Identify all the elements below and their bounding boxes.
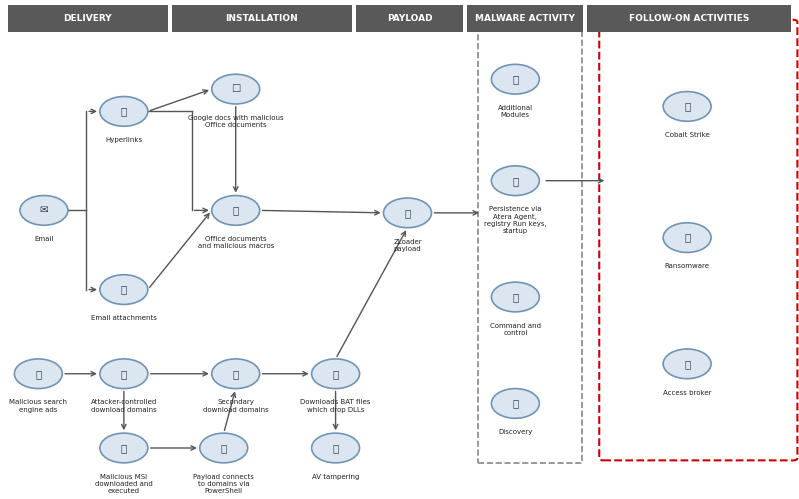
Text: Discovery: Discovery (498, 429, 533, 435)
Text: 🐛: 🐛 (404, 208, 411, 218)
Text: 📦: 📦 (332, 443, 339, 453)
Text: 📎: 📎 (121, 284, 127, 294)
Text: ☐: ☐ (231, 84, 240, 94)
Text: MALWARE ACTIVITY: MALWARE ACTIVITY (475, 14, 575, 23)
Text: Ransomware: Ransomware (665, 263, 710, 269)
Circle shape (312, 433, 360, 463)
Text: 🐛: 🐛 (221, 443, 227, 453)
Circle shape (212, 196, 260, 225)
Text: ZLoader
payload: ZLoader payload (393, 239, 422, 252)
Text: Attacker-controlled
download domains: Attacker-controlled download domains (91, 400, 157, 413)
Text: 🔐: 🔐 (684, 233, 690, 243)
Text: ✉: ✉ (40, 206, 48, 216)
Text: 🔗: 🔗 (121, 106, 127, 116)
Text: 👥: 👥 (684, 359, 690, 369)
Text: 🌐: 🌐 (233, 369, 239, 379)
Circle shape (100, 96, 148, 126)
Text: Cobalt Strike: Cobalt Strike (665, 132, 710, 138)
Text: Hyperlinks: Hyperlinks (105, 137, 142, 143)
Text: Malicious search
engine ads: Malicious search engine ads (10, 400, 67, 413)
Text: 🌐: 🌐 (121, 369, 127, 379)
Bar (587, 5, 791, 32)
Circle shape (491, 389, 539, 418)
Text: 📡: 📡 (684, 101, 690, 111)
Circle shape (20, 196, 68, 225)
Circle shape (663, 223, 711, 252)
Text: 📦: 📦 (121, 443, 127, 453)
Circle shape (100, 275, 148, 304)
Bar (478, 17, 582, 463)
Text: 📄: 📄 (233, 206, 239, 216)
Circle shape (14, 359, 62, 389)
Bar (467, 5, 583, 32)
Text: 🖼: 🖼 (512, 74, 519, 84)
Text: Additional
Modules: Additional Modules (498, 105, 533, 118)
Text: 👁: 👁 (512, 398, 519, 409)
Text: PAYLOAD: PAYLOAD (387, 14, 432, 23)
Circle shape (212, 74, 260, 104)
Text: Downloads BAT files
which drop DLLs: Downloads BAT files which drop DLLs (300, 400, 371, 413)
Text: Google docs with malicious
Office documents: Google docs with malicious Office docume… (188, 115, 284, 128)
Bar (356, 5, 463, 32)
Text: INSTALLATION: INSTALLATION (225, 14, 298, 23)
Circle shape (212, 359, 260, 389)
Circle shape (384, 198, 431, 228)
Text: Access broker: Access broker (663, 390, 711, 396)
Bar (8, 5, 168, 32)
Text: 🖥: 🖥 (512, 176, 519, 186)
Text: Payload connects
to domains via
PowerShell: Payload connects to domains via PowerShe… (193, 474, 254, 494)
Text: 📋: 📋 (332, 369, 339, 379)
Text: Email: Email (34, 236, 54, 242)
Text: 🔍: 🔍 (35, 369, 42, 379)
Circle shape (663, 92, 711, 121)
Text: Office documents
and malicious macros: Office documents and malicious macros (197, 236, 274, 250)
Text: Persistence via
Atera Agent,
registry Run keys,
startup: Persistence via Atera Agent, registry Ru… (484, 207, 547, 234)
Text: Malicious MSI
downloaded and
executed: Malicious MSI downloaded and executed (95, 474, 153, 494)
Text: FOLLOW-ON ACTIVITIES: FOLLOW-ON ACTIVITIES (629, 14, 749, 23)
Circle shape (100, 359, 148, 389)
Circle shape (312, 359, 360, 389)
Circle shape (100, 433, 148, 463)
Circle shape (200, 433, 248, 463)
Text: 🔒: 🔒 (512, 292, 519, 302)
Circle shape (491, 166, 539, 196)
Circle shape (491, 282, 539, 312)
Circle shape (491, 64, 539, 94)
Text: Command and
control: Command and control (490, 323, 541, 336)
Bar (172, 5, 352, 32)
Text: Email attachments: Email attachments (91, 315, 157, 321)
Circle shape (663, 349, 711, 379)
Text: DELIVERY: DELIVERY (64, 14, 112, 23)
Text: AV tampering: AV tampering (312, 474, 360, 480)
Text: Secondary
download domains: Secondary download domains (203, 400, 268, 413)
